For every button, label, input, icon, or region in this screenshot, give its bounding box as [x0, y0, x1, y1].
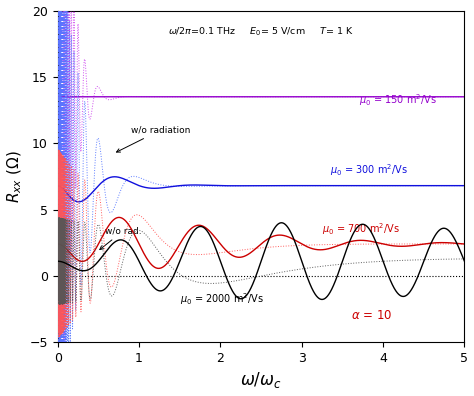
Text: $\omega/2\pi$=0.1 THz     $E_0$= 5 V/cm     $T$= 1 K: $\omega/2\pi$=0.1 THz $E_0$= 5 V/cm $T$=…	[167, 25, 353, 38]
Y-axis label: $R_{xx}\ (\Omega)$: $R_{xx}\ (\Omega)$	[6, 150, 24, 203]
X-axis label: $\omega/\omega_c$: $\omega/\omega_c$	[240, 370, 282, 390]
Text: $\mu_0$ = 2000 m$^2$/Vs: $\mu_0$ = 2000 m$^2$/Vs	[180, 291, 264, 307]
Text: w/o rad.: w/o rad.	[100, 227, 142, 249]
Text: w/o radiation: w/o radiation	[117, 126, 191, 152]
Text: $\mu_0$ = 700 m$^2$/Vs: $\mu_0$ = 700 m$^2$/Vs	[322, 221, 400, 237]
Text: $\mu_0$ = 300 m$^2$/Vs: $\mu_0$ = 300 m$^2$/Vs	[330, 162, 408, 178]
Text: $\mu_0$ = 150 m$^2$/Vs: $\mu_0$ = 150 m$^2$/Vs	[359, 92, 437, 108]
Text: $\alpha$ = 10: $\alpha$ = 10	[351, 309, 392, 322]
